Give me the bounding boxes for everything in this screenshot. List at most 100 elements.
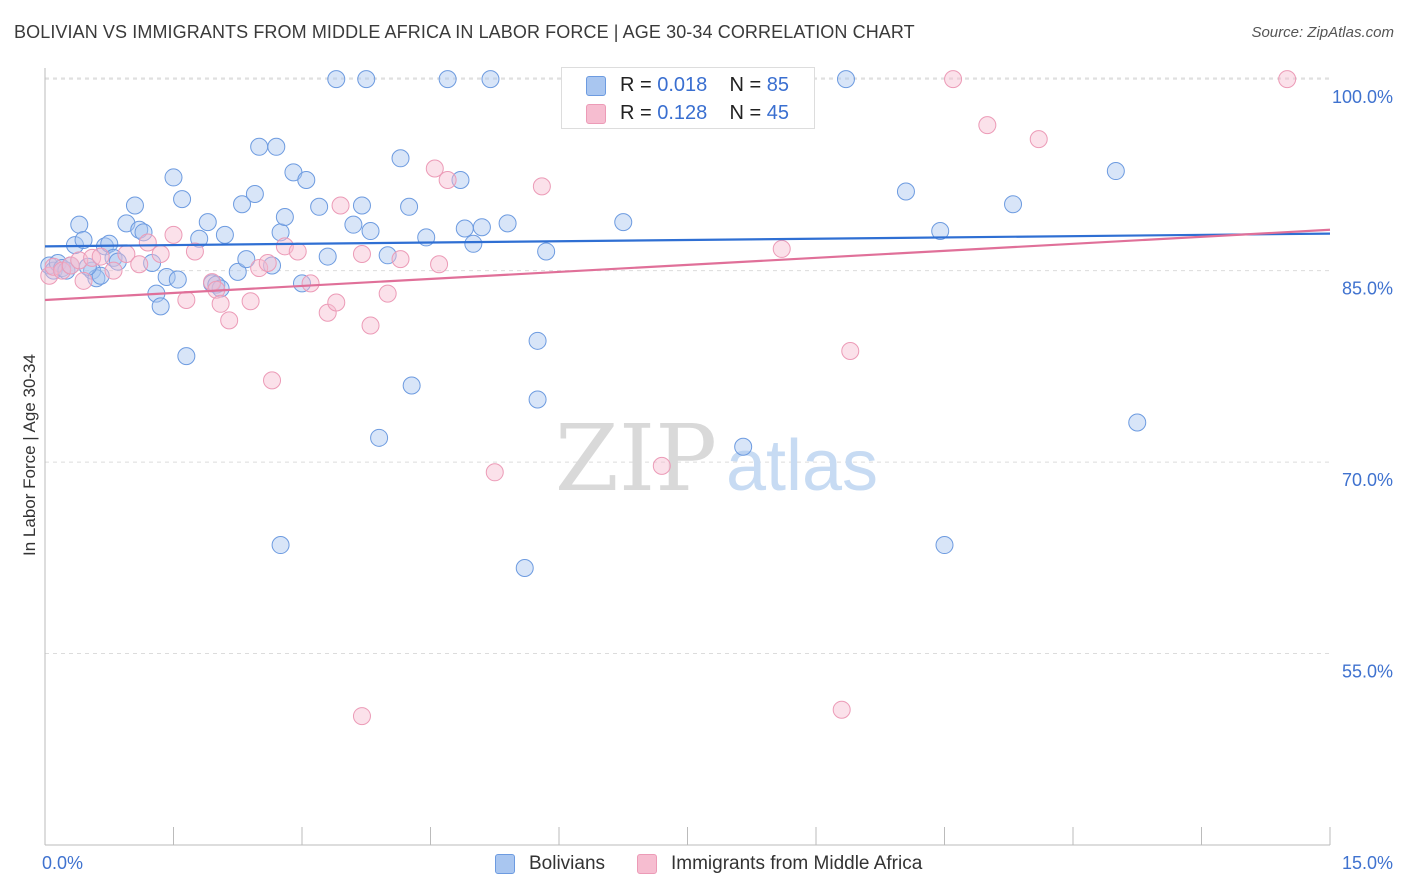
middle-africa-point xyxy=(361,316,380,335)
n-label: N = xyxy=(729,74,762,96)
bolivians-point xyxy=(451,170,470,189)
bolivians-point xyxy=(70,215,89,234)
middle-africa-point xyxy=(61,256,80,275)
middle-africa-point xyxy=(250,259,269,278)
bolivians-point xyxy=(438,70,457,89)
middle-africa-point xyxy=(430,255,449,274)
bolivians-point xyxy=(125,196,144,215)
bolivians-trend-line xyxy=(44,232,1331,248)
middle-africa-point xyxy=(485,463,504,482)
middle-africa-point xyxy=(378,284,397,303)
middle-africa-point xyxy=(91,247,110,266)
middle-africa-point xyxy=(220,311,239,330)
y-tick-label: 55.0% xyxy=(1342,662,1393,682)
bolivians-point xyxy=(245,185,264,204)
bolivians-point xyxy=(528,390,547,409)
bolivians-point xyxy=(391,149,410,168)
bolivians-point xyxy=(836,70,855,89)
bolivians-point xyxy=(157,267,176,286)
bolivians-point xyxy=(464,234,483,253)
bolivians-point xyxy=(400,197,419,216)
legend-label: Immigrants from Middle Africa xyxy=(671,853,923,874)
middle-africa-point xyxy=(352,707,371,726)
bolivians-point xyxy=(250,137,269,156)
bolivians-point xyxy=(1004,195,1023,214)
middle-africa-point xyxy=(331,196,350,215)
bolivians-point xyxy=(297,170,316,189)
middle-africa-point xyxy=(327,293,346,312)
legend-label: Bolivians xyxy=(529,853,606,874)
bolivians-point xyxy=(275,208,294,226)
middle-africa-point xyxy=(288,242,307,261)
bolivians-point xyxy=(472,218,491,237)
watermark-atlas: atlas xyxy=(726,426,878,506)
bolivians-point xyxy=(370,428,389,447)
bolivians-point xyxy=(935,536,954,555)
bolivians-point xyxy=(361,222,380,241)
bolivians-point xyxy=(402,376,421,395)
bolivians-point xyxy=(734,437,753,456)
middle-africa-point xyxy=(301,274,320,293)
y-tick-label: 70.0% xyxy=(1342,470,1393,490)
watermark-zip: ZIP xyxy=(555,405,717,512)
bolivians-point xyxy=(352,196,371,215)
series-legend: Bolivians Immigrants from Middle Africa xyxy=(0,850,1406,880)
bolivians-point xyxy=(1128,413,1147,432)
chart-title: BOLIVIAN VS IMMIGRANTS FROM MIDDLE AFRIC… xyxy=(14,22,915,42)
middle-africa-point xyxy=(151,245,170,264)
middle-africa-point xyxy=(130,255,149,274)
middle-africa-point xyxy=(74,271,93,290)
middle-africa-point xyxy=(263,371,282,390)
bolivians-point xyxy=(198,213,217,232)
r-label: R = xyxy=(620,74,652,96)
bolivians-point xyxy=(74,230,93,249)
x-tick-label: 15.0% xyxy=(1342,853,1393,873)
middle-africa-point xyxy=(211,294,230,313)
bolivians-point xyxy=(168,270,187,289)
legend-swatch-blue xyxy=(495,854,515,874)
r-value: 0.018 xyxy=(657,74,708,96)
y-tick-label: 100.0% xyxy=(1332,87,1393,107)
bolivians-point xyxy=(164,168,183,187)
bolivians-point xyxy=(515,559,534,578)
middle-africa-point xyxy=(164,225,183,244)
source-credit: Source: ZipAtlas.com xyxy=(1251,24,1394,41)
n-label: N = xyxy=(729,102,762,124)
legend-swatch-pink xyxy=(637,854,657,874)
middle-africa-point xyxy=(258,253,277,272)
middle-africa-point xyxy=(832,700,851,719)
bolivians-point xyxy=(357,70,376,89)
n-value: 45 xyxy=(766,102,790,124)
bolivians-point xyxy=(177,347,196,366)
bolivians-point xyxy=(228,262,247,281)
bolivians-point xyxy=(151,297,170,316)
bolivians-point xyxy=(931,222,950,241)
r-label: R = xyxy=(620,102,652,124)
middle-africa-point xyxy=(978,116,997,135)
bolivians-point xyxy=(455,219,474,238)
watermark: ZIP atlas xyxy=(555,405,878,512)
middle-africa-trend-line xyxy=(44,228,1331,302)
legend-swatch-blue xyxy=(586,76,606,96)
bolivians-point xyxy=(327,70,346,89)
bolivians-point xyxy=(134,223,153,242)
middle-africa-point xyxy=(104,261,123,280)
bolivians-point xyxy=(237,250,256,269)
bolivians-point xyxy=(318,247,337,266)
bolivians-point xyxy=(896,182,915,201)
middle-africa-point xyxy=(177,290,196,309)
middle-africa-point xyxy=(352,245,371,264)
middle-africa-point xyxy=(532,177,551,196)
middle-africa-point xyxy=(185,242,204,261)
middle-africa-point xyxy=(841,342,860,361)
bolivians-point xyxy=(233,195,252,214)
middle-africa-point xyxy=(1278,70,1297,89)
r-value: 0.128 xyxy=(657,102,708,124)
middle-africa-point xyxy=(772,239,791,258)
bolivians-point xyxy=(173,190,192,209)
middle-africa-point xyxy=(944,70,963,89)
bolivians-point xyxy=(344,215,363,234)
axes xyxy=(44,68,1331,846)
bolivians-point xyxy=(310,197,329,216)
